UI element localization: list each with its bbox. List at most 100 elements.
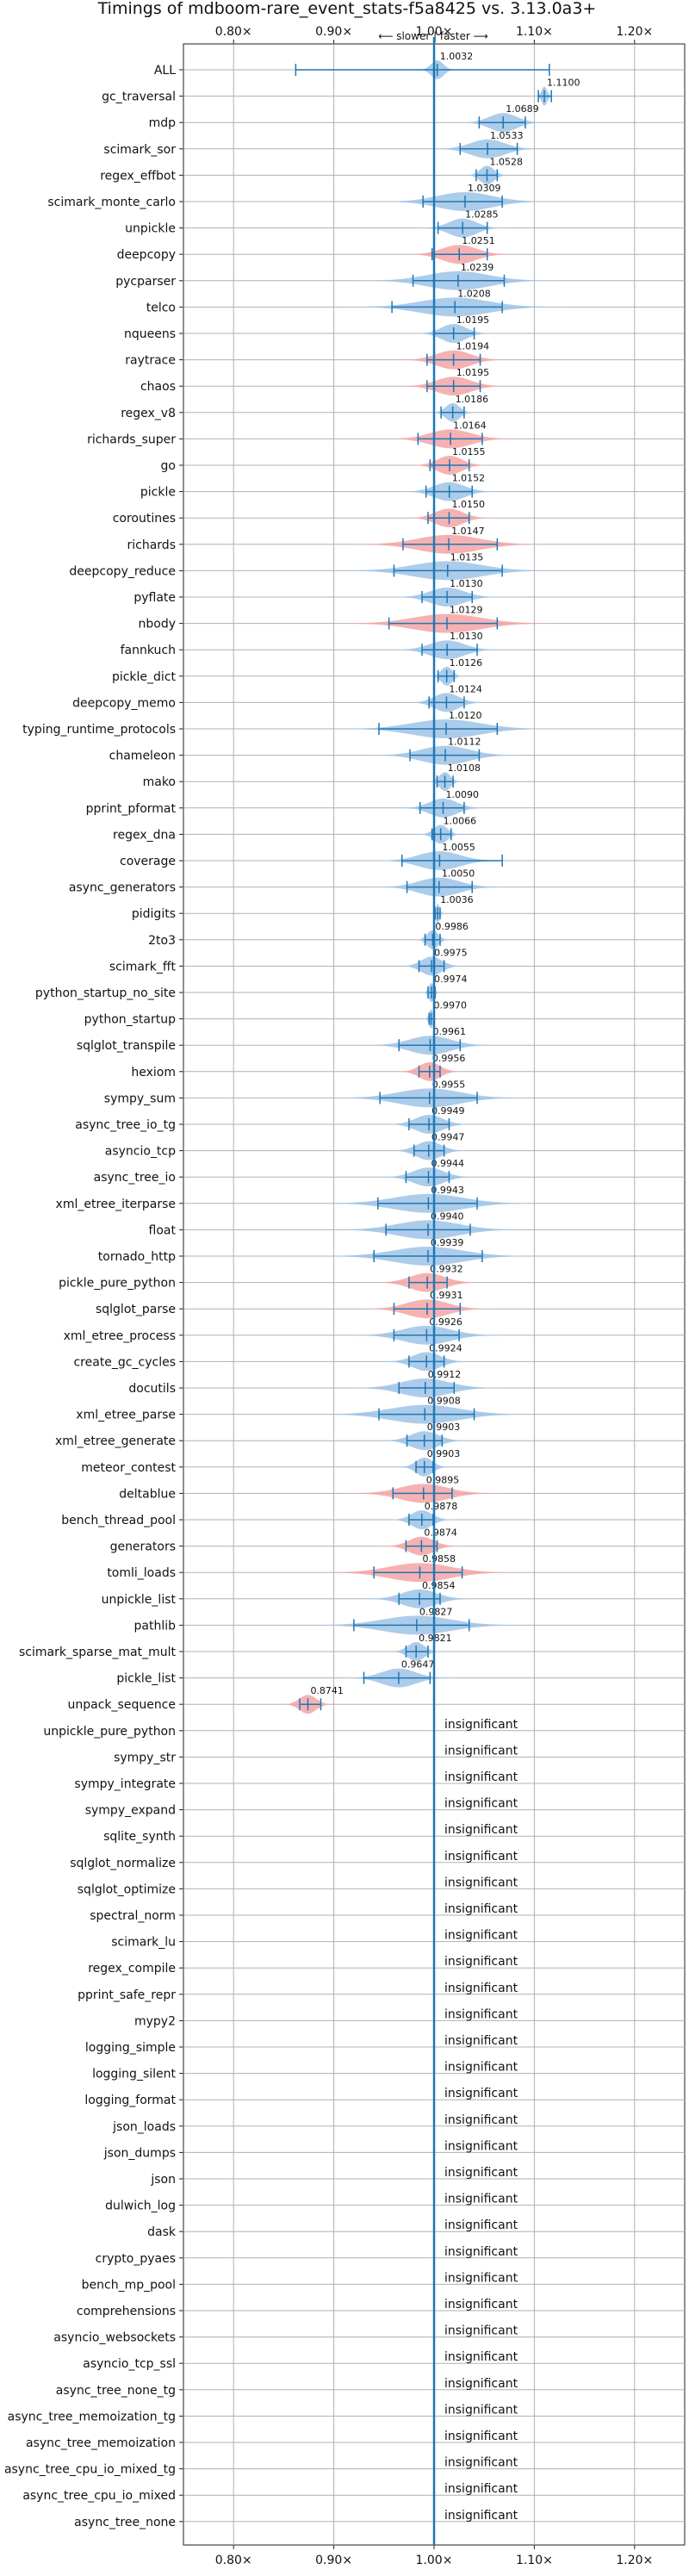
value-label: 0.9912 bbox=[428, 1369, 462, 1380]
benchmark-label: async_tree_memoization bbox=[26, 2436, 176, 2450]
value-label: 1.0055 bbox=[442, 842, 475, 853]
value-label: 1.0120 bbox=[449, 710, 482, 721]
benchmark-label: richards bbox=[127, 538, 177, 552]
insignificant-label: insignificant bbox=[444, 2139, 518, 2153]
benchmark-label: mdp bbox=[149, 116, 177, 130]
value-label: 0.9947 bbox=[431, 1132, 465, 1143]
value-label: 1.0208 bbox=[457, 288, 491, 299]
benchmark-label: deepcopy bbox=[117, 248, 176, 262]
value-label: 0.9821 bbox=[419, 1633, 452, 1644]
benchmark-label: async_tree_cpu_io_mixed_tg bbox=[4, 2463, 176, 2477]
value-label: 0.9874 bbox=[424, 1528, 457, 1539]
x-tick-label-bottom: 1.00× bbox=[416, 2554, 453, 2567]
x-tick-label-top: 1.20× bbox=[616, 25, 653, 39]
benchmark-label: bench_thread_pool bbox=[61, 1514, 176, 1528]
benchmark-label: pycparser bbox=[115, 275, 176, 289]
benchmark-label: sqlglot_transpile bbox=[77, 1039, 176, 1053]
value-label: 0.9943 bbox=[431, 1185, 464, 1196]
insignificant-label: insignificant bbox=[444, 1770, 518, 1784]
benchmark-label: sqlglot_normalize bbox=[70, 1857, 176, 1870]
value-label: 1.0066 bbox=[444, 815, 477, 826]
benchmark-label: nbody bbox=[139, 618, 177, 632]
benchmark-label: typing_runtime_protocols bbox=[22, 723, 176, 737]
insignificant-label: insignificant bbox=[444, 2403, 518, 2417]
benchmark-label: pickle_list bbox=[116, 1672, 176, 1686]
x-tick-label-top: 0.90× bbox=[315, 25, 352, 39]
value-label: 1.0036 bbox=[440, 894, 474, 905]
benchmark-label: asyncio_websockets bbox=[53, 2331, 176, 2345]
benchmark-label: async_generators bbox=[69, 881, 176, 895]
x-tick-label-bottom: 1.10× bbox=[516, 2554, 553, 2567]
benchmark-label: python_startup_no_site bbox=[35, 986, 176, 1000]
benchmark-label: scimark_lu bbox=[111, 1936, 176, 1950]
benchmark-label: gc_traversal bbox=[102, 90, 176, 104]
insignificant-label: insignificant bbox=[444, 2482, 518, 2496]
value-label: 0.8741 bbox=[310, 1685, 344, 1696]
benchmark-label: unpack_sequence bbox=[68, 1698, 176, 1712]
insignificant-label: insignificant bbox=[444, 2324, 518, 2338]
benchmark-label: asyncio_tcp bbox=[105, 1145, 176, 1159]
benchmark-label: sympy_str bbox=[114, 1751, 176, 1764]
benchmark-label: mako bbox=[143, 775, 176, 789]
insignificant-label: insignificant bbox=[444, 2271, 518, 2285]
benchmark-label: xml_etree_parse bbox=[76, 1409, 176, 1422]
value-label: 0.9827 bbox=[419, 1606, 453, 1617]
insignificant-label: insignificant bbox=[444, 1902, 518, 1916]
benchmark-label: regex_effbot bbox=[100, 169, 176, 183]
benchmark-label: regex_compile bbox=[88, 1962, 176, 1976]
insignificant-label: insignificant bbox=[444, 1929, 518, 1943]
value-label: 0.9903 bbox=[427, 1422, 461, 1433]
insignificant-label: insignificant bbox=[444, 1955, 518, 1969]
value-label: 1.0528 bbox=[489, 156, 523, 167]
benchmark-label: pickle_dict bbox=[112, 670, 177, 684]
benchmark-label: scimark_fft bbox=[109, 960, 177, 974]
benchmark-label: coverage bbox=[120, 855, 176, 868]
value-label: 1.0239 bbox=[461, 262, 494, 273]
value-label: 1.0186 bbox=[456, 394, 489, 405]
insignificant-label: insignificant bbox=[444, 2166, 518, 2180]
value-label: 1.0135 bbox=[450, 551, 484, 563]
benchmark-label: float bbox=[149, 1223, 177, 1237]
value-label: 0.9895 bbox=[426, 1474, 460, 1485]
value-label: 0.9926 bbox=[429, 1316, 462, 1328]
value-label: 0.9931 bbox=[430, 1290, 462, 1301]
benchmark-label: ALL bbox=[154, 64, 176, 78]
value-label: 1.0195 bbox=[456, 367, 490, 378]
insignificant-label: insignificant bbox=[444, 1797, 518, 1811]
benchmark-label: coroutines bbox=[113, 512, 176, 526]
insignificant-label: insignificant bbox=[444, 2193, 518, 2206]
benchmark-label: json bbox=[150, 2173, 176, 2187]
value-label: 0.9974 bbox=[434, 974, 468, 985]
benchmark-label: unpickle_list bbox=[102, 1593, 177, 1607]
benchmark-label: logging_silent bbox=[92, 2068, 176, 2081]
insignificant-label: insignificant bbox=[444, 1744, 518, 1758]
value-label: 0.9975 bbox=[434, 947, 467, 958]
value-label: 1.0032 bbox=[440, 51, 474, 62]
x-tick-label-bottom: 1.20× bbox=[616, 2554, 653, 2567]
benchmark-label: telco bbox=[146, 301, 176, 314]
value-label: 1.0689 bbox=[506, 103, 539, 115]
benchmark-label: sqlite_synth bbox=[103, 1830, 176, 1844]
insignificant-label: insignificant bbox=[444, 2218, 518, 2232]
value-label: 0.9939 bbox=[431, 1237, 464, 1248]
benchmark-label: crypto_pyaes bbox=[96, 2252, 176, 2266]
benchmark-label: sympy_integrate bbox=[74, 1777, 176, 1791]
insignificant-label: insignificant bbox=[444, 2087, 518, 2100]
benchmark-label: json_dumps bbox=[103, 2146, 176, 2160]
value-label: 1.0155 bbox=[452, 446, 486, 457]
value-label: 1.0195 bbox=[456, 314, 490, 326]
benchmark-label: pprint_safe_repr bbox=[78, 1988, 176, 2002]
value-label: 0.9932 bbox=[430, 1264, 463, 1275]
benchmark-label: scimark_monte_carlo bbox=[47, 196, 176, 209]
benchmark-label: xml_etree_process bbox=[64, 1329, 176, 1343]
value-label: 0.9908 bbox=[427, 1396, 461, 1407]
benchmark-label: chaos bbox=[140, 380, 176, 394]
benchmark-label: 2to3 bbox=[148, 934, 176, 948]
value-label: 1.0309 bbox=[468, 183, 501, 194]
benchmark-label: spectral_norm bbox=[90, 1909, 176, 1923]
benchmark-label: raytrace bbox=[125, 354, 176, 368]
insignificant-label: insignificant bbox=[444, 1876, 518, 1889]
value-label: 0.9961 bbox=[432, 1026, 466, 1037]
value-label: 1.0124 bbox=[449, 683, 482, 694]
x-tick-label-top: 0.80× bbox=[215, 25, 252, 39]
